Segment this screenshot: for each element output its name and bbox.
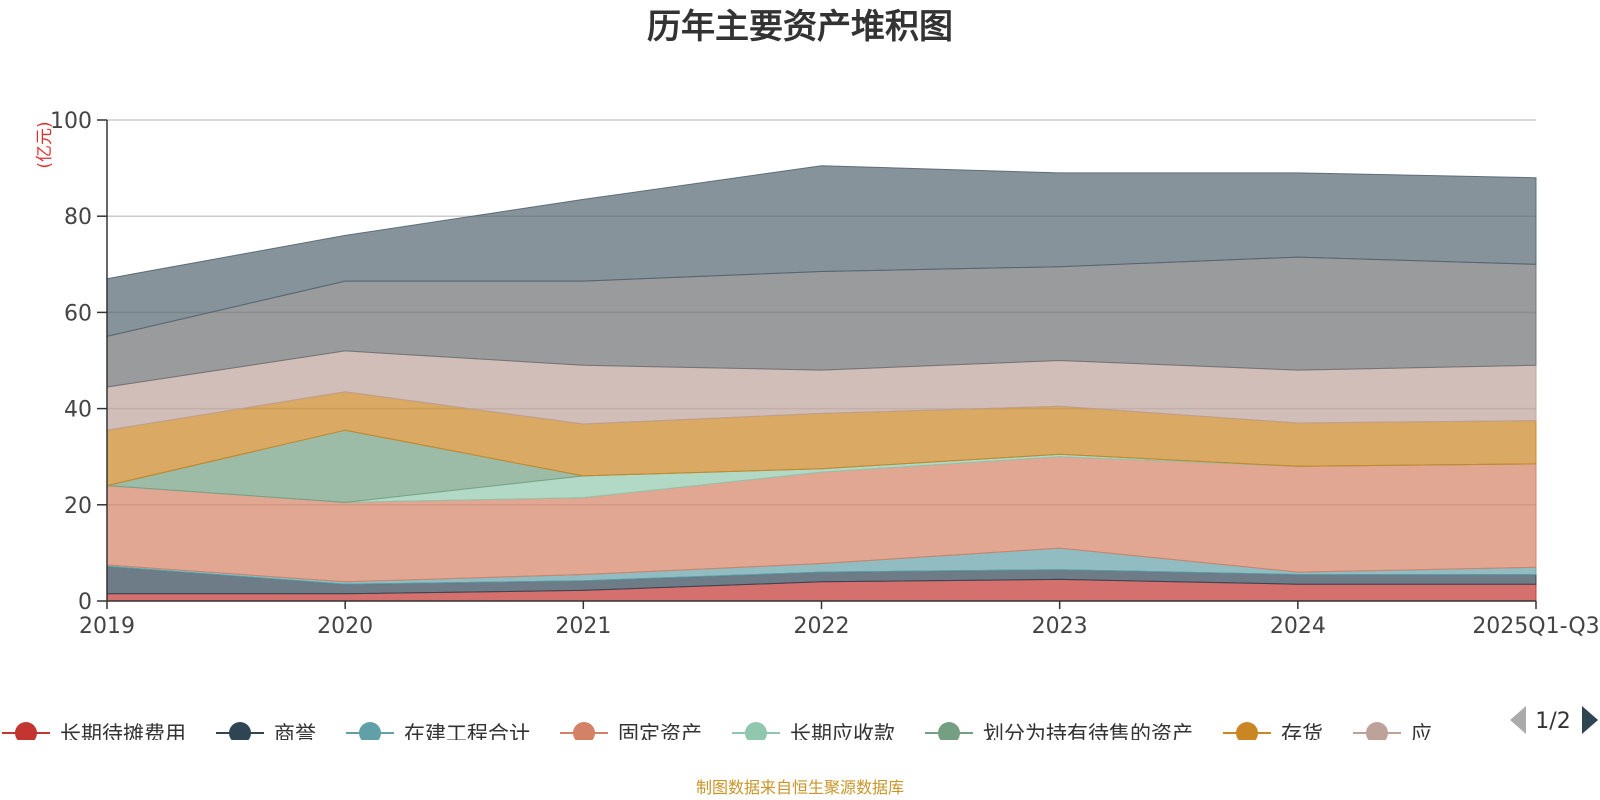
legend-label: 长期待摊费用 (60, 722, 186, 746)
legend-pager[interactable]: 1/2 (1510, 706, 1598, 734)
legend-marker-icon (745, 722, 767, 740)
legend-marker-icon (229, 722, 251, 740)
area-series-10[interactable] (106, 165, 1537, 338)
y-tick-label: 20 (64, 494, 92, 519)
legend-label: 在建工程合计 (404, 722, 530, 746)
legend-marker-icon (1366, 722, 1388, 740)
x-tick-label: 2020 (317, 614, 373, 639)
legend-item[interactable]: 应 (1353, 722, 1432, 746)
legend-item[interactable]: 固定资产 (560, 722, 702, 746)
x-tick-label: 2025Q1-Q3 (1472, 614, 1599, 639)
legend-marker-icon (1236, 722, 1258, 740)
legend-label: 长期应收款 (790, 722, 895, 746)
x-tick-label: 2022 (794, 614, 850, 639)
y-unit-label: (亿元) (35, 121, 55, 168)
area-series[interactable] (106, 165, 1537, 602)
legend-label: 商誉 (274, 722, 316, 746)
legend-page-indicator: 1/2 (1535, 709, 1570, 734)
legend-marker-icon (359, 722, 381, 740)
legend[interactable]: 长期待摊费用 商誉 在建工程合计 固定资产 长期应收款 划分为持有待售的资产 存货 应 (2, 722, 1432, 746)
legend-marker-icon (15, 722, 37, 740)
x-tick-label: 2019 (79, 614, 135, 639)
legend-item[interactable]: 在建工程合计 (346, 722, 530, 746)
y-tick-label: 80 (64, 205, 92, 230)
legend-item[interactable]: 存货 (1223, 722, 1323, 746)
legend-marker-icon (938, 722, 960, 740)
x-tick-label: 2021 (555, 614, 611, 639)
y-tick-label: 40 (64, 398, 92, 423)
x-tick-label: 2024 (1270, 614, 1326, 639)
legend-label: 存货 (1281, 722, 1323, 746)
legend-label: 应 (1411, 722, 1432, 746)
legend-next-icon[interactable] (1582, 706, 1598, 734)
y-tick-label: 100 (50, 109, 92, 134)
axes: 0 20 40 60 80 100 2019 2020 2021 2022 2023 2024 2025… (50, 109, 1600, 639)
legend-prev-icon[interactable] (1510, 706, 1526, 734)
x-tick-label: 2023 (1032, 614, 1088, 639)
y-tick-label: 0 (78, 590, 92, 615)
legend-item[interactable]: 划分为持有待售的资产 (925, 722, 1193, 746)
chart-title: 历年主要资产堆积图 (647, 7, 953, 47)
data-source-note: 制图数据来自恒生聚源数据库 (696, 778, 904, 797)
legend-marker-icon (573, 722, 595, 740)
legend-item[interactable]: 长期待摊费用 (2, 722, 186, 746)
legend-item[interactable]: 商誉 (216, 722, 316, 746)
legend-items: 长期待摊费用 商誉 在建工程合计 固定资产 长期应收款 划分为持有待售的资产 存货 应 (2, 722, 1432, 746)
y-tick-label: 60 (64, 301, 92, 326)
legend-item[interactable]: 长期应收款 (732, 722, 895, 746)
legend-label: 划分为持有待售的资产 (983, 722, 1193, 746)
legend-label: 固定资产 (618, 722, 702, 746)
